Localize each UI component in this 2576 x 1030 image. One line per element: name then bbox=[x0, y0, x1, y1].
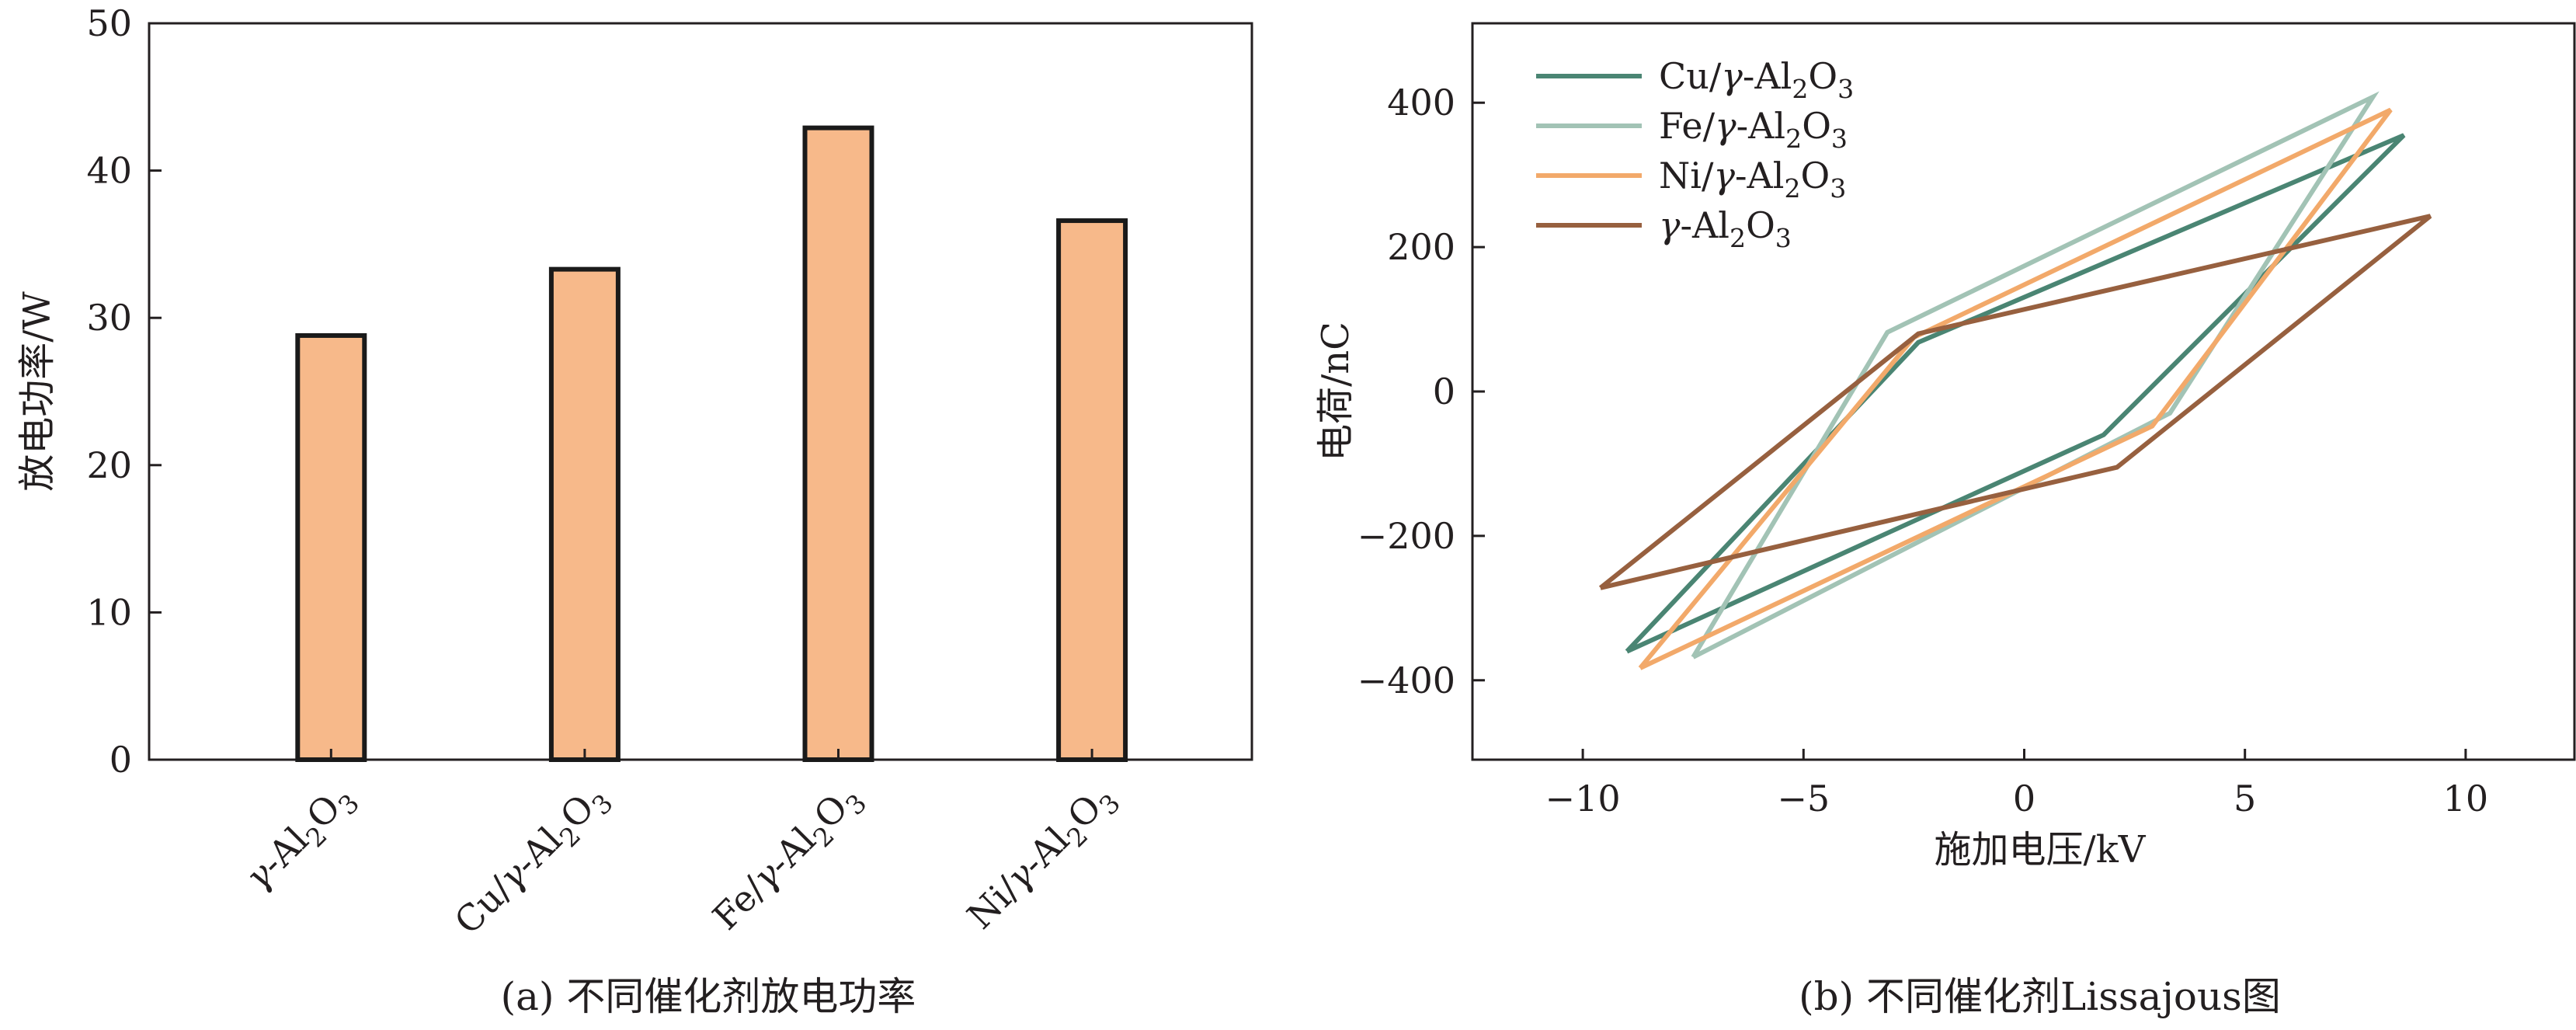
x-axis-label: 施加电压/kV bbox=[1935, 828, 2147, 872]
y-axis-label: 电荷/nC bbox=[1314, 322, 1358, 461]
x-tick-label: 10 bbox=[2443, 778, 2489, 819]
label-part: -Al bbox=[1681, 204, 1730, 246]
caption-a: (a) 不同催化剂放电功率 bbox=[501, 974, 916, 1019]
y-tick-label: −200 bbox=[1358, 515, 1455, 557]
label-part: γ bbox=[1713, 155, 1735, 197]
y-tick-label: 200 bbox=[1387, 226, 1455, 268]
label-part: 3 bbox=[1830, 173, 1846, 204]
label-part: Fe/ bbox=[1659, 105, 1716, 147]
label-part: γ bbox=[1659, 204, 1681, 246]
y-tick-label: 30 bbox=[86, 297, 132, 339]
x-tick-label: Ni/γ-Al2O3 bbox=[959, 774, 1126, 941]
label-part: γ bbox=[1715, 105, 1736, 147]
caption-b: (b) 不同催化剂Lissajous图 bbox=[1799, 974, 2281, 1019]
x-tick-label: γ-Al2O3 bbox=[237, 774, 365, 903]
label-part: γ bbox=[1721, 55, 1743, 97]
label-part: Ni/ bbox=[1659, 155, 1714, 197]
series-line bbox=[1598, 214, 2432, 590]
legend-label: Fe/γ-Al2O3 bbox=[1659, 105, 1848, 154]
x-tick-label: 5 bbox=[2234, 778, 2256, 819]
y-tick-label: 0 bbox=[1433, 371, 1455, 412]
x-tick-label: −10 bbox=[1545, 778, 1621, 819]
y-tick-label: 10 bbox=[86, 591, 132, 633]
label-part: 3 bbox=[1831, 124, 1848, 154]
y-axis-label: 放电功率/W bbox=[16, 291, 59, 492]
y-tick-label: 0 bbox=[110, 739, 132, 781]
x-tick-label: 0 bbox=[2013, 778, 2035, 819]
legend-label: Cu/γ-Al2O3 bbox=[1659, 55, 1854, 104]
x-tick-label: −5 bbox=[1777, 778, 1830, 819]
label-part: 3 bbox=[1775, 223, 1792, 253]
x-tick-label: Fe/γ-Al2O3 bbox=[704, 774, 872, 942]
plot-frame-a bbox=[148, 22, 1253, 761]
label-part: 3 bbox=[1837, 74, 1854, 104]
label-part: 2 bbox=[1785, 124, 1802, 154]
label-part: -Al bbox=[1736, 105, 1785, 147]
label-part: O bbox=[1808, 55, 1837, 97]
plot-frame-b bbox=[1471, 22, 2576, 761]
label-part: -Al bbox=[1735, 155, 1784, 197]
series-line bbox=[1638, 107, 2393, 670]
label-part: Cu/ bbox=[1659, 55, 1722, 97]
label-part: O bbox=[1802, 105, 1831, 147]
label-part: O bbox=[1746, 204, 1775, 246]
y-tick-label: 50 bbox=[86, 2, 132, 44]
label-part: O bbox=[1801, 155, 1830, 197]
panel-b: −10 −5 0 5 10−400−2000200400Cu/γ-Al2O3Fe/γ-A… bbox=[1314, 22, 2576, 1019]
bar bbox=[295, 332, 367, 762]
bar bbox=[1056, 218, 1128, 762]
label-part: 2 bbox=[1730, 223, 1746, 253]
y-tick-label: −400 bbox=[1358, 659, 1455, 701]
label-part: -Al bbox=[1743, 55, 1792, 97]
x-tick-label: Cu/γ-Al2O3 bbox=[447, 774, 619, 947]
bar bbox=[548, 266, 621, 762]
bar bbox=[802, 125, 874, 762]
y-tick-label: 20 bbox=[86, 444, 132, 486]
y-tick-label: 400 bbox=[1387, 82, 1455, 124]
label-part: 2 bbox=[1784, 173, 1800, 204]
label-part: 2 bbox=[1792, 74, 1808, 104]
panel-a: 0 10 20 30 40 50 γ-Al2O3 Cu/γ-Al2O3 Fe/γ-Al2O3 Ni… bbox=[16, 2, 1253, 1019]
legend-label: γ-Al2O3 bbox=[1659, 204, 1792, 253]
y-tick-label: 40 bbox=[86, 150, 132, 192]
legend-label: Ni/γ-Al2O3 bbox=[1659, 155, 1846, 204]
